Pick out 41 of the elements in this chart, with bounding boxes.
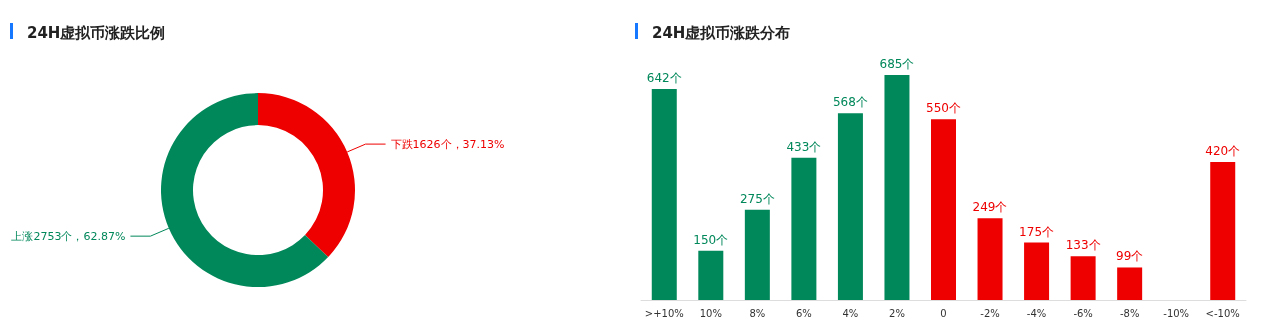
chart-title: 24H虚拟币涨跌分布	[652, 23, 791, 42]
bar	[1210, 162, 1236, 300]
data-label: 150个	[693, 232, 729, 247]
x-tick-label: 2%	[889, 307, 905, 319]
bar	[651, 89, 677, 300]
x-tick-label: -10%	[1163, 307, 1190, 319]
data-label: 433个	[786, 139, 822, 154]
bar	[1117, 267, 1143, 300]
bar	[931, 119, 956, 300]
x-tick-label: -6%	[1073, 307, 1093, 319]
bar	[744, 209, 770, 300]
data-label: 642个	[646, 71, 682, 86]
x-tick-label: -2%	[980, 307, 1000, 319]
x-tick-label: 6%	[795, 307, 812, 319]
x-tick-label: -4%	[1026, 307, 1047, 319]
data-label: 420个	[1205, 144, 1241, 158]
bar	[1070, 256, 1096, 300]
slice-label: 上涨2753个，62.87%	[11, 229, 126, 243]
x-tick-label: 4%	[842, 307, 859, 319]
bar	[837, 113, 863, 300]
data-label: 133个	[1065, 238, 1101, 253]
bar	[977, 218, 1003, 300]
x-tick-label: 0	[940, 307, 947, 319]
chart-title: 24H虚拟币涨跌比例	[27, 23, 166, 42]
data-label: 249个	[972, 200, 1008, 215]
bar	[791, 157, 817, 300]
data-label: 275个	[739, 191, 775, 206]
x-tick-label: 8%	[749, 307, 766, 319]
x-tick-label: <-10%	[1205, 307, 1240, 319]
bar	[884, 74, 910, 300]
x-tick-label: -8%	[1119, 307, 1140, 319]
bar	[698, 250, 724, 300]
x-tick-label: 10%	[699, 307, 722, 319]
x-tick-label: >+10%	[644, 307, 684, 319]
data-label: 175个	[1019, 224, 1055, 239]
data-label: 685个	[879, 56, 915, 71]
bar	[1024, 242, 1050, 300]
data-label: 99个	[1116, 249, 1144, 264]
slice-label: 下跌1626个，37.13%	[390, 137, 505, 151]
data-label: 568个	[832, 95, 868, 110]
data-label: 550个	[926, 101, 961, 116]
